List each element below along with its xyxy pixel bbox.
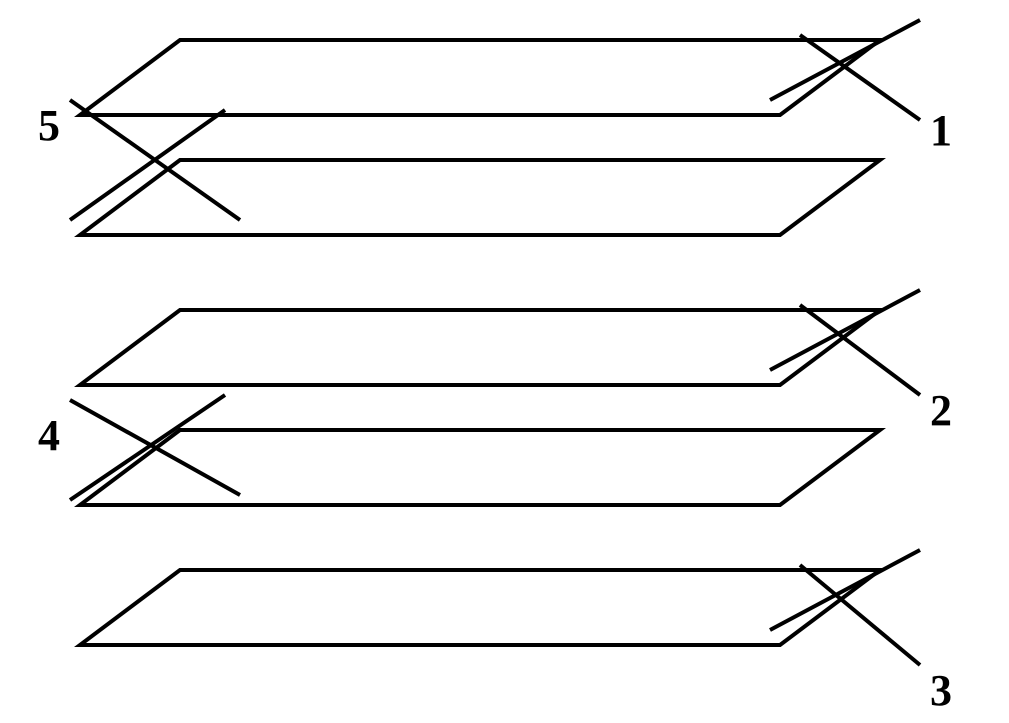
callout-line-1 <box>770 20 920 100</box>
callout-label-2: 2 <box>930 385 952 436</box>
callout-line-3 <box>770 550 920 630</box>
layer-4 <box>80 430 880 505</box>
layer-1 <box>80 40 880 115</box>
callout-label-4: 4 <box>38 410 60 461</box>
callout-line-1 <box>800 35 920 120</box>
callout-label-1: 1 <box>930 105 952 156</box>
callout-line-2 <box>770 290 920 370</box>
layer-3 <box>80 570 880 645</box>
callout-label-5: 5 <box>38 100 60 151</box>
callout-line-5 <box>70 110 225 220</box>
layer-diagram <box>0 0 1009 723</box>
callout-line-2 <box>800 305 920 395</box>
layer-2 <box>80 310 880 385</box>
layer-5 <box>80 160 880 235</box>
callout-label-3: 3 <box>930 665 952 716</box>
